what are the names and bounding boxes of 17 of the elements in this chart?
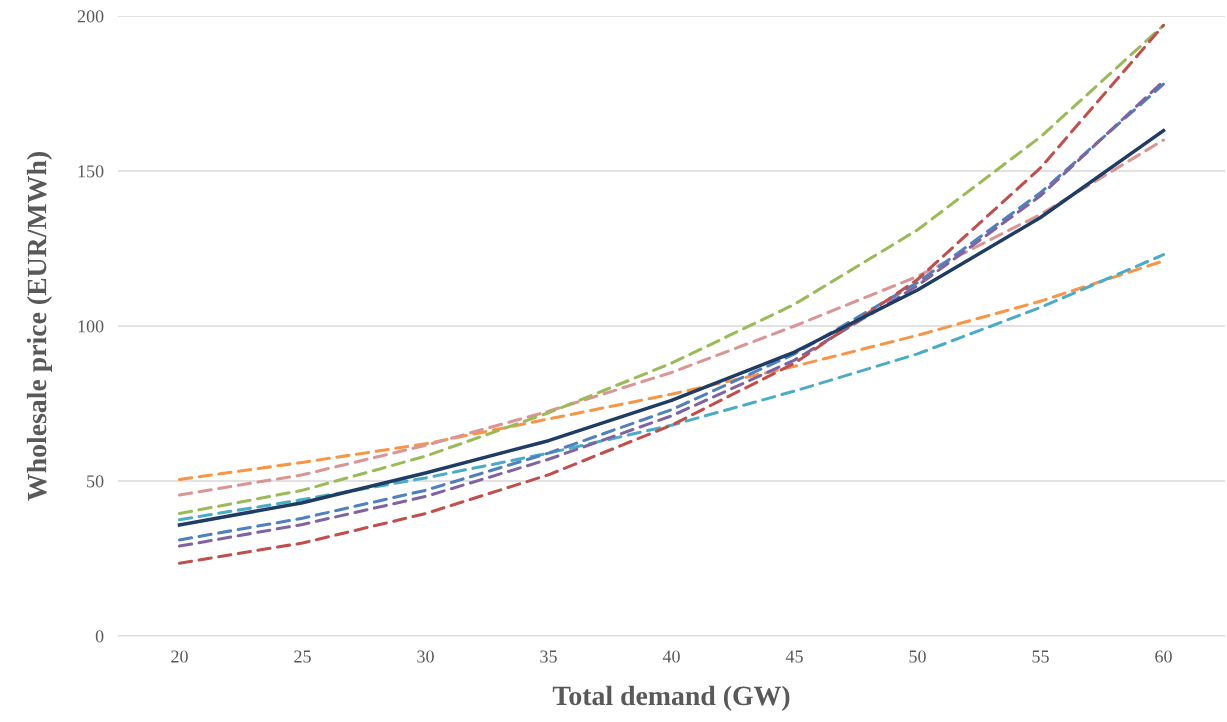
y-tick-label: 50 [87,475,104,488]
x-tick-label: 30 [417,650,434,663]
x-tick-label: 60 [1155,650,1172,663]
x-tick-label: 35 [540,650,557,663]
x-tick-label: 40 [662,650,680,663]
y-tick-label: 200 [77,10,104,23]
x-axis-title: Total demand (GW) [552,685,790,711]
x-tick-label: 25 [294,650,311,663]
line-series [177,253,1166,522]
x-tick-label: 45 [785,650,803,663]
x-tick-label: 55 [1032,650,1049,663]
y-tick-label: 150 [78,165,104,178]
x-tick-label: 50 [909,650,926,663]
y-axis-title: Wholesale price (EUR/MWh) [26,152,53,501]
y-tick-label: 0 [95,630,104,643]
y-tick-label: 100 [78,320,104,333]
x-tick-label: 20 [171,650,188,663]
